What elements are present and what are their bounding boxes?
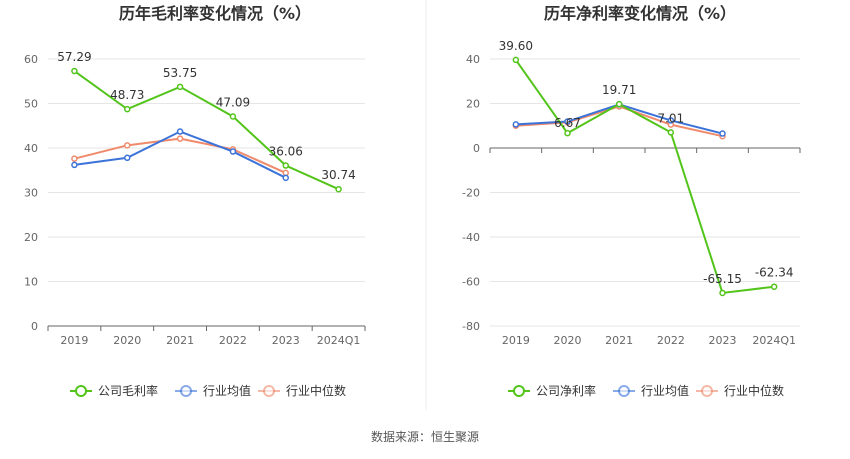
data-point	[176, 128, 184, 135]
chart-2: 历年净利率变化情况（%） -80 -60 -40 -20 0 20 40 2019 2020 202…	[462, 4, 801, 398]
y-tick-label: 10	[24, 276, 38, 289]
legend-label: 行业中位数	[286, 383, 346, 398]
data-point	[512, 56, 520, 64]
data-point	[176, 135, 184, 142]
data-label: -62.34	[755, 266, 794, 280]
y-tick-label: -80	[462, 320, 480, 333]
data-point	[719, 289, 726, 297]
legend-marker	[180, 385, 192, 397]
legend-label: 行业中位数	[724, 383, 784, 398]
y-tick-label: -60	[462, 276, 480, 289]
data-label: 53.75	[163, 66, 197, 80]
x-tick-label: 2024Q1	[752, 334, 796, 347]
data-point	[124, 154, 131, 162]
data-point	[282, 174, 289, 182]
y-tick-label: -20	[462, 187, 480, 200]
data-label: 7.01	[657, 111, 684, 125]
legend-marker	[263, 385, 275, 397]
series-line	[515, 59, 775, 295]
series-line	[73, 70, 339, 191]
data-point	[71, 67, 78, 75]
y-tick-label: 0	[473, 142, 480, 155]
data-point	[667, 129, 675, 136]
data-point	[176, 83, 184, 91]
data-point	[615, 100, 623, 108]
data-point	[71, 161, 78, 169]
data-point	[71, 155, 78, 162]
x-tick-label: 2019	[60, 334, 88, 347]
x-tick-label: 2020	[113, 334, 141, 347]
x-tick-label: 2023	[709, 334, 737, 347]
x-tick-label: 2021	[605, 334, 633, 347]
data-label: 30.74	[321, 168, 355, 182]
x-tick-label: 2021	[166, 334, 194, 347]
data-source-note: 数据来源：恒生聚源	[370, 430, 479, 444]
y-tick-label: 50	[24, 98, 38, 111]
legend-label: 行业均值	[203, 383, 251, 398]
data-point	[770, 283, 778, 290]
data-point	[124, 105, 131, 113]
legend-marker	[701, 385, 713, 397]
series-line	[74, 137, 287, 174]
chart-1: 历年毛利率变化情况（%） 0 10 20 30 40 50 60 2019 2020 2021 202…	[24, 4, 366, 398]
x-tick-label: 2024Q1	[317, 334, 361, 347]
data-point	[667, 117, 675, 124]
legend-label: 公司净利率	[536, 383, 596, 398]
y-tick-label: 40	[466, 53, 480, 66]
x-tick-label: 2022	[219, 334, 247, 347]
data-label: 48.73	[110, 88, 144, 102]
data-label: 47.09	[216, 95, 250, 109]
legend-marker	[618, 385, 630, 397]
data-label: 57.29	[57, 50, 91, 64]
data-label: 36.06	[269, 145, 303, 159]
data-label: 39.60	[499, 39, 533, 53]
chart-title: 历年毛利率变化情况（%）	[119, 4, 311, 23]
y-tick-label: -40	[462, 231, 480, 244]
data-label: -65.15	[703, 272, 742, 286]
x-tick-label: 2023	[272, 334, 300, 347]
y-tick-label: 0	[31, 320, 38, 333]
data-point	[229, 113, 237, 120]
data-point	[282, 162, 289, 169]
chart-title: 历年净利率变化情况（%）	[544, 4, 736, 23]
data-point	[719, 130, 726, 137]
data-point	[564, 118, 571, 125]
y-tick-label: 60	[24, 53, 38, 66]
x-tick-label: 2020	[554, 334, 582, 347]
x-tick-label: 2022	[657, 334, 685, 347]
legend-marker	[75, 385, 87, 397]
legend-label: 公司毛利率	[98, 383, 158, 398]
legend-marker	[513, 385, 525, 397]
series-line	[515, 105, 723, 138]
y-tick-label: 20	[24, 231, 38, 244]
y-tick-label: 40	[24, 142, 38, 155]
data-point	[124, 142, 131, 149]
x-tick-label: 2019	[502, 334, 530, 347]
data-label: 19.71	[602, 83, 636, 97]
data-label: 6.67	[554, 116, 581, 130]
data-point	[335, 185, 342, 193]
data-point	[564, 129, 571, 137]
y-tick-label: 20	[466, 98, 480, 111]
data-point	[229, 148, 237, 155]
data-point	[512, 121, 520, 128]
legend-label: 行业均值	[641, 383, 689, 398]
y-tick-label: 30	[24, 187, 38, 200]
